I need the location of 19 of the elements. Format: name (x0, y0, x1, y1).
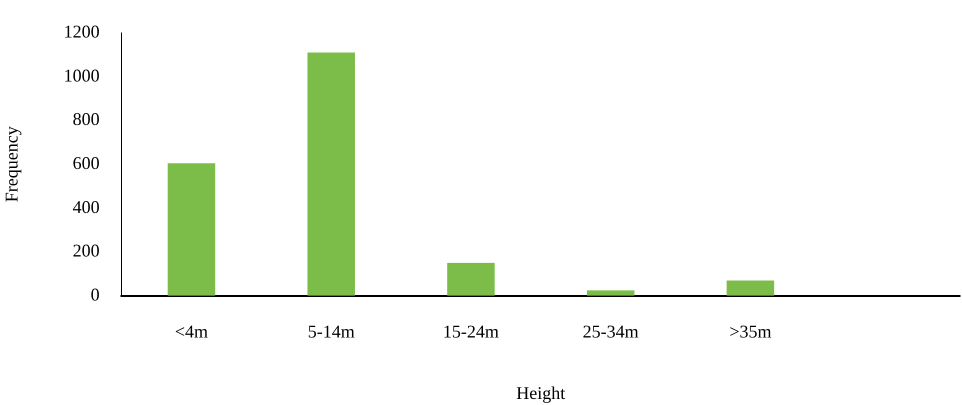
bar (168, 163, 216, 296)
y-tick-label: 600 (72, 153, 100, 174)
x-tick-label: >35m (729, 321, 772, 342)
y-tick-label: 800 (72, 109, 100, 130)
bar (307, 52, 355, 296)
bar (447, 262, 495, 296)
y-tick-label: 400 (72, 196, 100, 217)
y-tick-label: 1200 (64, 22, 100, 42)
x-axis-title: Height (516, 382, 566, 403)
bar (586, 290, 634, 296)
bar (726, 280, 774, 296)
y-axis-title: Frequency (2, 126, 22, 202)
x-tick-label: 25-34m (582, 321, 639, 342)
x-tick-label: 15-24m (442, 321, 499, 342)
y-tick-label: 0 (90, 284, 100, 305)
y-tick-label: 200 (72, 240, 100, 261)
x-tick-label: <4m (174, 321, 208, 342)
y-tick-label: 1000 (64, 65, 100, 86)
x-tick-label: 5-14m (308, 321, 355, 342)
